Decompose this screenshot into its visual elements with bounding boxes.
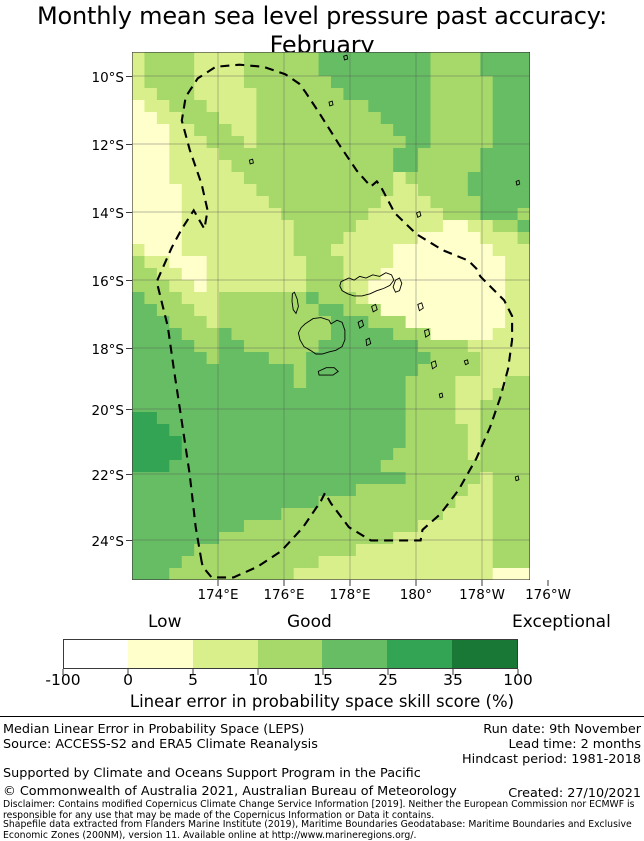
map-gridlines [132,52,530,580]
footer-leps-label: Median Linear Error in Probability Space… [3,722,305,737]
footer-hindcast-period: Hindcast period: 1981-2018 [462,752,641,767]
heatmap-cells [132,52,530,580]
colorbar-tick-label: 25 [378,671,398,689]
colorbar-segment [64,640,128,668]
colorbar-tick-label: 15 [313,671,333,689]
x-tick-label: 178°E [329,587,371,603]
x-tick-label: 178°W [459,587,505,603]
coastline-koro [371,303,378,313]
colorbar-tick-label: -100 [45,671,81,689]
colorbar-tick-label: 0 [123,671,133,689]
x-tick-label: 174°E [197,587,239,603]
colorbar-quality-label: Low [148,612,182,632]
page-title: Monthly mean sea level pressure past acc… [0,2,644,60]
footer-support-label: Supported by Climate and Oceans Support … [3,766,421,781]
footer-source-label: Source: ACCESS-S2 and ERA5 Climate Reana… [3,737,318,752]
colorbar-segment [322,640,388,668]
coastline-east-speck [416,210,422,218]
coastline-lau-group-n [417,302,424,312]
x-tick-label: 176°E [263,587,305,603]
coastline-lau-group-c [423,328,431,338]
eez-boundary-line [155,63,514,579]
footer-copyright: © Commonwealth of Australia 2021, Austra… [3,784,457,799]
footer-divider [0,716,644,717]
colorbar-axis-title: Linear error in probability space skill … [129,692,515,711]
coastline-gau [365,337,372,347]
colorbar-tick-label: 100 [503,671,533,689]
coastline-rotuma-speck [248,158,254,165]
colorbar [63,639,518,669]
coastline-se-speck [514,475,520,482]
colorbar-tick-label: 10 [248,671,268,689]
y-tick-label: 20°S [91,403,125,419]
coastline-vanua-levu [339,272,395,297]
y-tick-label: 16°S [91,274,125,290]
colorbar-tick-label: 5 [188,671,198,689]
coastline-lomaiviti [357,319,365,329]
footer-lead-time: Lead time: 2 months [508,737,641,752]
coastline-ne-speck [328,100,334,107]
coastline-taveuni [392,277,403,293]
footer-run-date: Run date: 9th November [483,722,641,737]
colorbar-segment [192,640,258,668]
coastline-north-speck [343,54,349,61]
coastline-viti-levu [297,317,346,355]
colorbar-segment [127,640,193,668]
y-tick-label: 12°S [91,138,125,154]
map-plot-area [132,52,530,580]
y-tick-label: 18°S [91,342,125,358]
x-tick-label: 180° [399,587,433,603]
colorbar-segment [452,640,518,668]
coastline-sw-speck [438,392,444,399]
y-tick-label: 14°S [91,206,125,222]
coastline-far-east-speck [515,179,521,186]
x-tick-label: 176°W [525,587,571,603]
colorbar-segment [387,640,453,668]
coastline-kadavu [317,367,339,376]
footer-shapefile-note: Shapefile data extracted from Flanders M… [3,819,632,841]
skill-score-heatmap [132,52,530,580]
colorbar-quality-label: Exceptional [512,612,611,632]
coastline-ono-i-lau [463,359,469,366]
y-tick-label: 24°S [91,534,125,550]
title-line-1: Monthly mean sea level pressure past acc… [37,2,607,30]
y-tick-label: 22°S [91,468,125,484]
colorbar-segment [257,640,323,668]
colorbar-tick-label: 35 [443,671,463,689]
y-tick-label: 10°S [91,70,125,86]
coastline-lau-group-s [430,360,438,370]
footer-created-date: Created: 27/10/2021 [508,786,641,801]
coastline-yasawa-chain [291,291,299,315]
colorbar-quality-label: Good [287,612,332,632]
footer-disclaimer: Disclaimer: Contains modified Copernicus… [3,799,635,821]
coastline-layer [248,54,521,482]
